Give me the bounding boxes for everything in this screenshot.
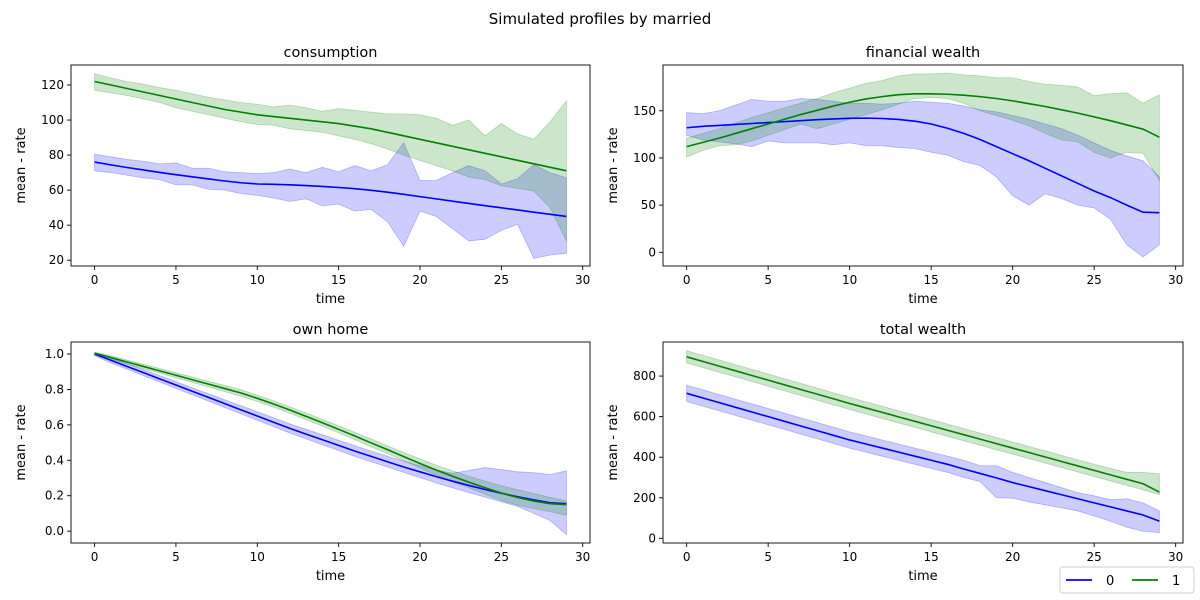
x-tick-label: 0 — [91, 550, 99, 564]
subplot-title: financial wealth — [866, 45, 981, 61]
x-tick-label: 25 — [1087, 550, 1102, 564]
x-tick-label: 15 — [331, 273, 346, 287]
y-axis-label: mean - rate — [606, 404, 621, 480]
x-tick-label: 20 — [1005, 273, 1020, 287]
y-tick-label: 0 — [648, 531, 656, 545]
x-tick-label: 5 — [764, 550, 772, 564]
y-tick-label: 0.4 — [45, 453, 64, 467]
x-tick-label: 5 — [172, 273, 180, 287]
y-axis-label: mean - rate — [14, 127, 29, 203]
plot-area — [686, 350, 1160, 534]
series-line-1 — [686, 92, 1160, 148]
y-tick-label: 600 — [633, 410, 656, 424]
series-line-0 — [686, 392, 1160, 522]
plot-area — [686, 72, 1160, 258]
x-tick-label: 10 — [842, 550, 857, 564]
series-line-1 — [94, 80, 567, 172]
legend-box — [1059, 566, 1195, 594]
y-tick-label: 50 — [641, 198, 656, 212]
axes-frame — [70, 64, 591, 267]
confidence-band-0 — [686, 98, 1160, 258]
x-tick-label: 5 — [172, 550, 180, 564]
y-tick-label: 0.0 — [45, 524, 64, 538]
subplot-0: 0 5 10 15 20 25 30 20 40 60 80 100 120 consumption tim… — [14, 45, 591, 307]
series-line-0 — [686, 117, 1160, 214]
y-axis-label: mean - rate — [14, 404, 29, 480]
confidence-band-1 — [686, 72, 1160, 183]
y-axis-label: mean - rate — [606, 127, 621, 203]
series-line-1 — [94, 352, 567, 506]
x-tick-label: 25 — [1087, 273, 1102, 287]
axes-frame — [70, 341, 591, 544]
series-line-0 — [94, 353, 567, 505]
x-tick-label: 20 — [412, 273, 427, 287]
x-tick-label: 0 — [683, 550, 691, 564]
x-tick-label: 20 — [412, 550, 427, 564]
subplot-title: consumption — [284, 45, 378, 61]
y-tick-label: 400 — [633, 450, 656, 464]
y-tick-label: 0.6 — [45, 418, 64, 432]
x-tick-label: 20 — [1005, 550, 1020, 564]
y-tick-label: 200 — [633, 491, 656, 505]
x-axis-label: time — [908, 292, 937, 307]
x-axis-label: time — [316, 292, 345, 307]
y-tick-label: 20 — [49, 253, 64, 267]
series-line-0 — [94, 161, 567, 218]
x-tick-label: 30 — [575, 273, 590, 287]
y-tick-label: 120 — [41, 78, 64, 92]
subplot-2: 0 5 10 15 20 25 30 0.0 0.2 0.4 0.6 0.8 1.0 own home ti… — [14, 322, 591, 584]
x-tick-label: 0 — [683, 273, 691, 287]
y-tick-label: 80 — [49, 148, 64, 162]
axes-frame — [662, 64, 1184, 267]
plot-area — [94, 73, 567, 259]
x-axis-label: time — [316, 569, 345, 584]
series-line-1 — [686, 356, 1160, 493]
y-tick-label: 0.8 — [45, 382, 64, 396]
y-tick-label: 40 — [49, 218, 64, 232]
x-tick-label: 15 — [924, 273, 939, 287]
x-tick-label: 15 — [924, 550, 939, 564]
subplot-title: total wealth — [880, 322, 966, 338]
y-tick-label: 60 — [49, 183, 64, 197]
y-tick-label: 150 — [633, 104, 656, 118]
x-tick-label: 0 — [91, 273, 99, 287]
subplot-3: 0 5 10 15 20 25 30 0 200 400 600 800 total wealth tim… — [606, 322, 1184, 584]
y-tick-label: 100 — [41, 113, 64, 127]
plot-area — [94, 351, 567, 536]
x-tick-label: 15 — [331, 550, 346, 564]
x-tick-label: 10 — [250, 273, 265, 287]
legend-label-1: 1 — [1172, 574, 1180, 589]
x-tick-label: 30 — [575, 550, 590, 564]
x-tick-label: 25 — [494, 273, 509, 287]
x-tick-label: 30 — [1168, 273, 1183, 287]
y-tick-label: 0 — [648, 245, 656, 259]
confidence-band-0 — [94, 142, 567, 259]
x-tick-label: 25 — [494, 550, 509, 564]
x-tick-label: 5 — [764, 273, 772, 287]
y-tick-label: 800 — [633, 369, 656, 383]
x-tick-label: 10 — [250, 550, 265, 564]
subplot-1: 0 5 10 15 20 25 30 0 50 100 150 financial wealth tim… — [606, 45, 1184, 307]
y-tick-label: 100 — [633, 151, 656, 165]
figure-title: Simulated profiles by married — [489, 10, 712, 28]
x-tick-label: 10 — [842, 273, 857, 287]
y-tick-label: 0.2 — [45, 489, 64, 503]
x-tick-label: 30 — [1168, 550, 1183, 564]
x-axis-label: time — [908, 569, 937, 584]
subplot-title: own home — [293, 322, 369, 338]
y-tick-label: 1.0 — [45, 347, 64, 361]
legend-label-0: 0 — [1106, 574, 1114, 589]
axes-frame — [662, 341, 1184, 544]
confidence-band-1 — [94, 73, 567, 242]
